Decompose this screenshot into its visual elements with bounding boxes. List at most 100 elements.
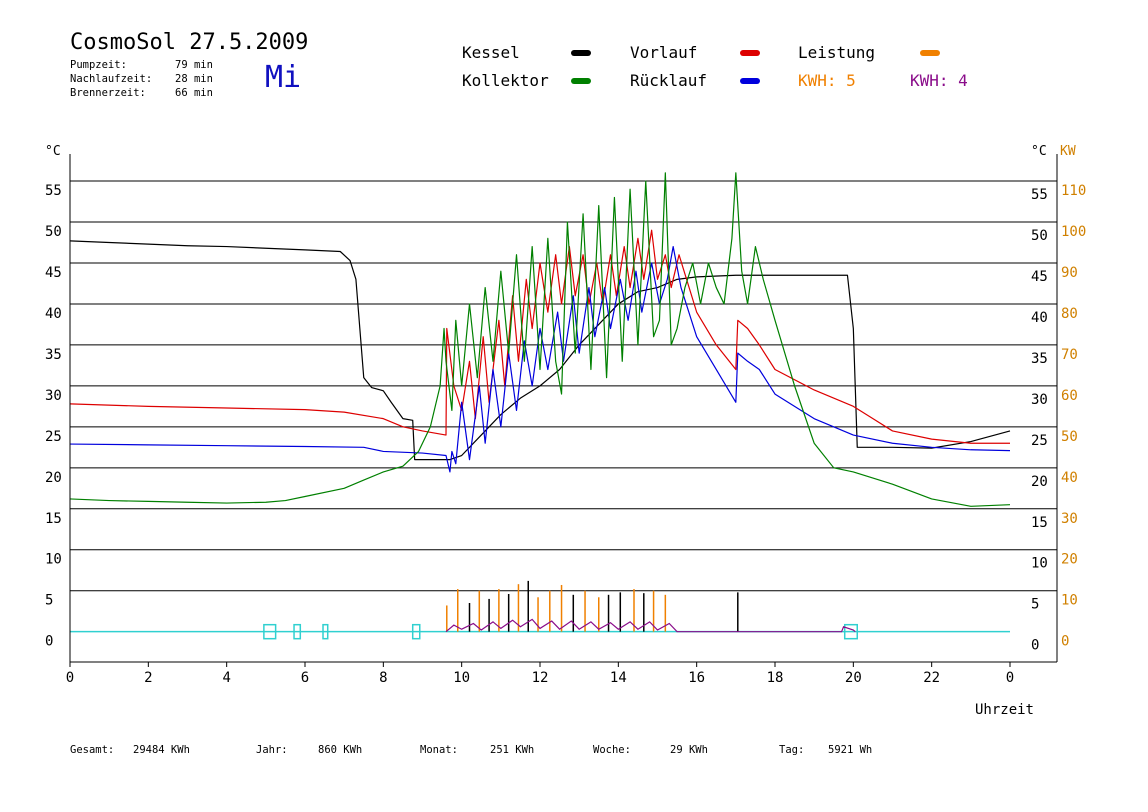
power-tick-0: 0 <box>1061 634 1069 650</box>
stat-pumpzeit-label: Pumpzeit: <box>70 59 127 71</box>
temperature-series <box>69 172 1011 507</box>
stat-nachlaufzeit-value: 28 min <box>175 73 213 85</box>
footer-monat-label: Monat: <box>420 744 458 756</box>
x-tick-0: 0 <box>66 670 74 686</box>
legend-vorlauf-swatch <box>740 50 760 56</box>
stat-pumpzeit-value: 79 min <box>175 59 213 71</box>
legend-vorlauf-label: Vorlauf <box>630 43 698 62</box>
y-tick-right-40: 40 <box>1031 310 1048 326</box>
x-tick-4: 4 <box>222 670 230 686</box>
y-tick-left-5: 5 <box>45 593 53 609</box>
legend-kwh-orange: KWH: 5 <box>798 71 856 90</box>
power-kwh-curve <box>445 618 856 633</box>
footer-jahr-value: 860 KWh <box>318 744 363 756</box>
x-tick-12: 12 <box>532 670 549 686</box>
stat-brennerzeit-value: 66 min <box>175 87 213 99</box>
legend-leistung-swatch <box>920 50 940 56</box>
pump-pulse-1 <box>293 623 302 640</box>
legend-kollektor-swatch <box>571 78 591 84</box>
y-tick-left-20: 20 <box>45 470 62 486</box>
legend-kwh-purple: KWH: 4 <box>910 71 968 90</box>
footer-gesamt-value: 29484 KWh <box>133 744 190 756</box>
y-tick-left-40: 40 <box>45 306 62 322</box>
footer-woche-value: 29 KWh <box>670 744 708 756</box>
y-tick-left-50: 50 <box>45 224 62 240</box>
y-tick-right-25: 25 <box>1031 433 1048 449</box>
legend-leistung-label: Leistung <box>798 43 876 62</box>
series-ruecklauf <box>69 245 1011 473</box>
x-tick-8: 8 <box>379 670 387 686</box>
power-tick-30: 30 <box>1061 511 1078 527</box>
y-tick-right-35: 35 <box>1031 351 1048 367</box>
power-tick-20: 20 <box>1061 552 1078 568</box>
x-tick-20: 20 <box>845 670 862 686</box>
stat-nachlaufzeit-label: Nachlaufzeit: <box>70 73 153 85</box>
power-axis-label: KW <box>1060 144 1076 159</box>
legend-ruecklauf-label: Rücklauf <box>630 71 708 90</box>
power-tick-80: 80 <box>1061 306 1078 322</box>
x-tick-22: 22 <box>923 670 940 686</box>
pump-pulse-4 <box>843 623 859 640</box>
footer-woche-label: Woche: <box>593 744 631 756</box>
footer-gesamt-label: Gesamt: <box>70 744 115 756</box>
power-tick-90: 90 <box>1061 265 1078 281</box>
series-kessel <box>69 240 1011 461</box>
y-tick-right-20: 20 <box>1031 474 1048 490</box>
x-tick-24: 0 <box>1006 670 1014 686</box>
y-tick-right-5: 5 <box>1031 597 1039 613</box>
series-vorlauf <box>69 229 1010 444</box>
y-tick-right-50: 50 <box>1031 228 1048 244</box>
y-tick-left-55: 55 <box>45 183 62 199</box>
y-tick-right-15: 15 <box>1031 515 1048 531</box>
power-tick-10: 10 <box>1061 593 1078 609</box>
y-axis-label-right: °C <box>1031 144 1047 159</box>
y-tick-right-30: 30 <box>1031 392 1048 408</box>
power-tick-110: 110 <box>1061 183 1086 199</box>
chart-title: CosmoSol 27.5.2009 <box>70 30 309 55</box>
y-tick-right-55: 55 <box>1031 187 1048 203</box>
y-tick-right-0: 0 <box>1031 638 1039 654</box>
y-tick-left-45: 45 <box>45 265 62 281</box>
y-tick-left-30: 30 <box>45 388 62 404</box>
x-tick-2: 2 <box>144 670 152 686</box>
y-tick-right-45: 45 <box>1031 269 1048 285</box>
power-tick-40: 40 <box>1061 470 1078 486</box>
series-kollektor <box>69 172 1011 507</box>
y-tick-left-0: 0 <box>45 634 53 650</box>
axes <box>69 154 1058 667</box>
stat-brennerzeit-label: Brennerzeit: <box>70 87 146 99</box>
x-tick-14: 14 <box>610 670 627 686</box>
footer-jahr-label: Jahr: <box>256 744 288 756</box>
x-tick-6: 6 <box>301 670 309 686</box>
y-tick-left-10: 10 <box>45 552 62 568</box>
y-tick-left-35: 35 <box>45 347 62 363</box>
pump-pulse-3 <box>411 623 421 640</box>
footer-monat-value: 251 KWh <box>490 744 535 756</box>
y-tick-left-15: 15 <box>45 511 62 527</box>
stat-labels: Pumpzeit: Nachlaufzeit: Brennerzeit: <box>70 58 152 100</box>
power-series <box>70 580 1010 640</box>
stat-values: 79 min 28 min 66 min <box>175 58 213 100</box>
footer-tag-value: 5921 Wh <box>828 744 873 756</box>
footer-tag-label: Tag: <box>779 744 805 756</box>
power-tick-50: 50 <box>1061 429 1078 445</box>
legend-kessel-swatch <box>571 50 591 56</box>
y-tick-right-10: 10 <box>1031 556 1048 572</box>
power-tick-100: 100 <box>1061 224 1086 240</box>
weekday-label: Mi <box>265 60 302 95</box>
pump-pulse-2 <box>322 623 329 640</box>
y-tick-left-25: 25 <box>45 429 62 445</box>
power-tick-70: 70 <box>1061 347 1078 363</box>
legend-kessel-label: Kessel <box>462 43 520 62</box>
x-tick-10: 10 <box>453 670 470 686</box>
x-tick-18: 18 <box>767 670 784 686</box>
legend-ruecklauf-swatch <box>740 78 760 84</box>
grid-lines <box>70 180 1057 592</box>
x-axis-label: Uhrzeit <box>975 702 1034 718</box>
pump-pulse-0 <box>263 623 277 640</box>
y-axis-label-left: °C <box>45 144 61 159</box>
x-tick-16: 16 <box>688 670 705 686</box>
legend-kollektor-label: Kollektor <box>462 71 549 90</box>
